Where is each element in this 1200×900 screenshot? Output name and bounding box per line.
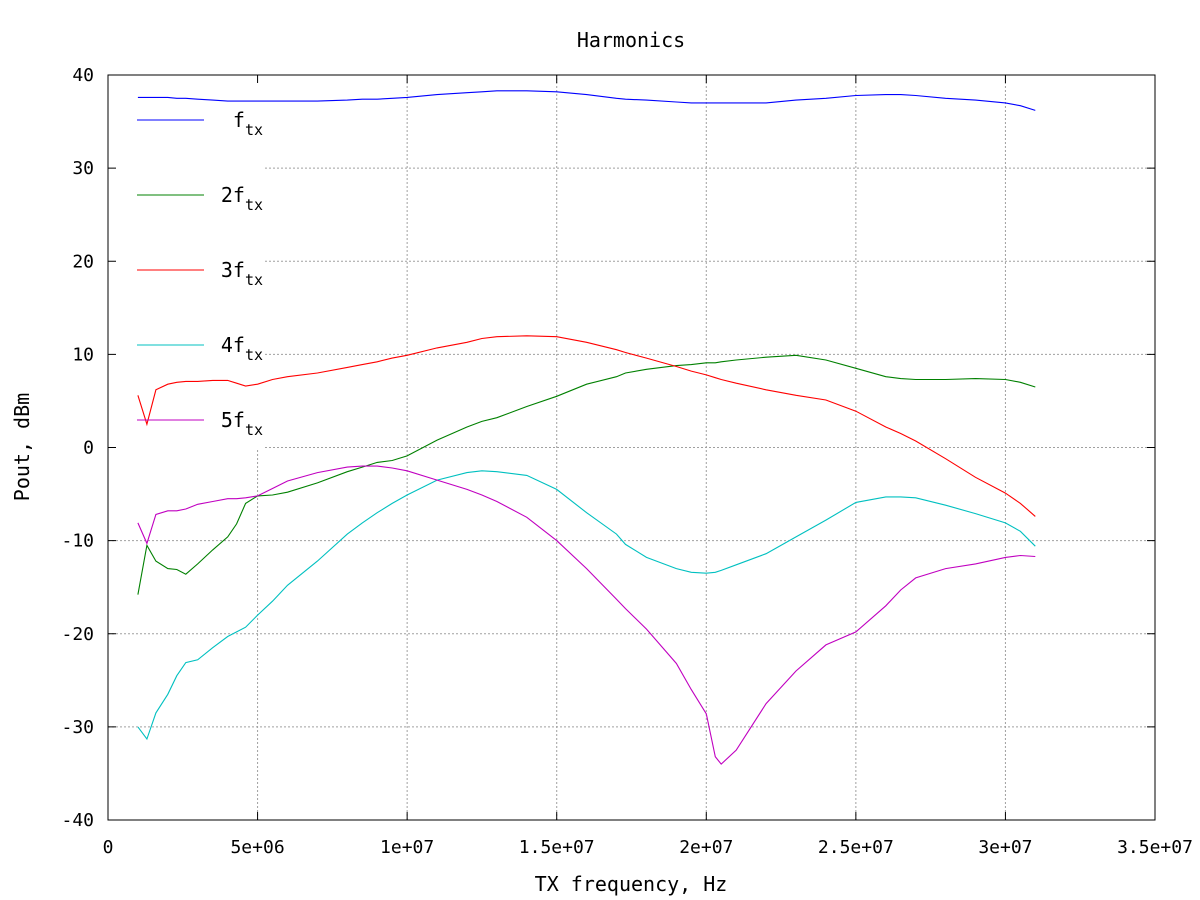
series-line-5f [137,465,1036,765]
y-tick-label: -40 [61,810,94,831]
x-tick-label: 2.5e+07 [818,837,894,858]
y-tick-label: 0 [83,438,94,459]
y-tick-label: -30 [61,717,94,738]
legend-label: ftx [233,108,263,139]
x-tick-label: 3.5e+07 [1117,837,1193,858]
x-tick-label: 1e+07 [380,837,434,858]
legend-label-main: f [233,108,245,132]
legend-label-subscript: tx [245,421,263,439]
y-tick-label: 20 [72,251,94,272]
y-tick-label: 30 [72,158,94,179]
legend-label: 5ftx [221,408,263,439]
x-tick-label: 3e+07 [978,837,1032,858]
series-line-3f [137,335,1036,517]
legend-label-subscript: tx [245,121,263,139]
series-line-f [137,90,1036,111]
x-tick-labels: 0 5e+06 1e+07 1.5e+07 2e+07 2.5e+07 3e+07 3.5e+… [103,837,1193,858]
legend-label: 2ftx [221,183,263,214]
series-lines [137,90,1036,765]
x-axis-label: TX frequency, Hz [535,872,728,896]
legend-label-subscript: tx [245,346,263,364]
x-tick-label: 5e+06 [230,837,284,858]
series-line-4f [137,470,1036,741]
legend-label: 3ftx [221,258,263,289]
axis-ticks [107,74,1156,821]
grid-lines [108,75,1155,820]
legend-label-main: 5f [221,408,245,432]
chart-title: Harmonics [577,28,685,52]
y-tick-labels: -40 -30 -20 -10 0 10 20 30 40 [61,65,94,831]
y-axis-label: Pout, dBm [10,393,34,501]
y-tick-label: -10 [61,531,94,552]
legend-label: 4ftx [221,333,263,364]
legend-label-main: 2f [221,183,245,207]
y-tick-label: 10 [72,344,94,365]
legend-label-subscript: tx [245,196,263,214]
y-tick-label: -20 [61,624,94,645]
legend-label-subscript: tx [245,271,263,289]
legend-label-main: 3f [221,258,245,282]
x-tick-label: 0 [103,837,114,858]
legend-label-main: 4f [221,333,245,357]
series-line-2f [137,354,1036,595]
x-tick-label: 1.5e+07 [519,837,595,858]
y-tick-label: 40 [72,65,94,86]
x-tick-label: 2e+07 [679,837,733,858]
